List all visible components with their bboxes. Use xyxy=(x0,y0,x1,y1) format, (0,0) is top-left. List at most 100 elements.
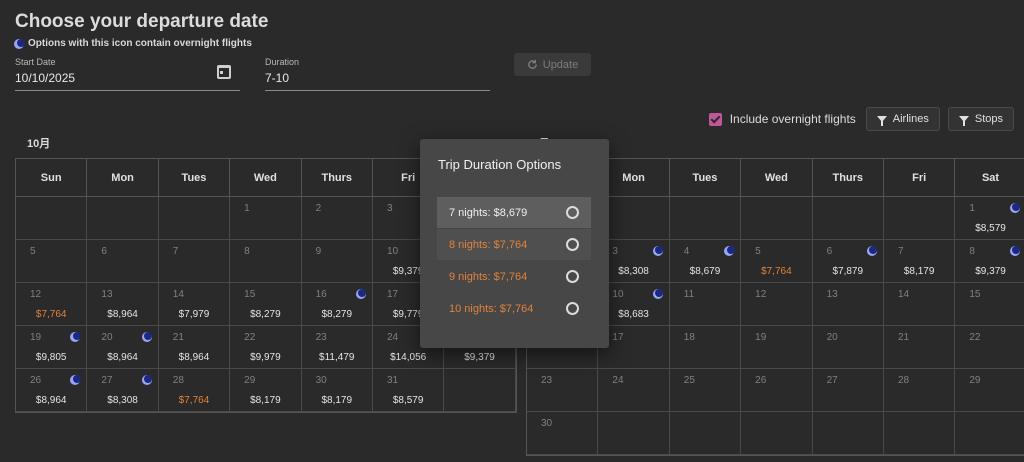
moon-icon xyxy=(141,375,153,385)
day-price: $11,479 xyxy=(319,352,355,363)
day-number: 10 xyxy=(612,289,624,300)
day-cell[interactable]: 20 xyxy=(812,326,884,369)
overnight-checkbox[interactable] xyxy=(708,112,722,126)
day-price: $8,179 xyxy=(321,395,353,406)
day-cell[interactable]: 6 xyxy=(87,240,159,283)
duration-option-label: 9 nights: $7,764 xyxy=(449,270,528,283)
day-cell[interactable]: 7 xyxy=(158,240,231,283)
day-cell[interactable]: 3 $8,308 xyxy=(598,240,670,283)
day-number: 1 xyxy=(244,203,250,214)
day-cell[interactable]: 13 xyxy=(812,283,884,326)
day-price: $9,979 xyxy=(250,352,281,363)
calendar-icon[interactable] xyxy=(217,65,231,79)
day-cell[interactable]: 31 $8,579 xyxy=(372,369,445,412)
day-number: 27 xyxy=(826,375,838,386)
moon-icon xyxy=(14,38,25,49)
day-cell xyxy=(955,412,1024,455)
day-number: 31 xyxy=(386,375,399,386)
day-cell[interactable]: 14 xyxy=(883,283,956,326)
day-cell[interactable]: 19 $9,805 xyxy=(16,326,88,369)
day-cell[interactable]: 17 xyxy=(598,326,670,369)
day-cell[interactable]: 12 xyxy=(741,283,813,326)
day-number: 5 xyxy=(30,246,36,257)
day-cell[interactable]: 19 xyxy=(741,326,813,369)
day-cell[interactable]: 6 $7,879 xyxy=(812,240,884,283)
duration-option[interactable]: 7 nights: $8,679 xyxy=(437,197,591,228)
day-number: 6 xyxy=(101,246,107,257)
start-date-label: Start Date xyxy=(15,57,56,67)
start-date-field[interactable]: Start Date 10/10/2025 xyxy=(15,57,240,91)
overnight-label[interactable]: Include overnight flights xyxy=(729,112,856,126)
day-cell[interactable]: 27 $8,308 xyxy=(87,369,159,412)
day-cell[interactable]: 29 $8,179 xyxy=(230,369,302,412)
update-button[interactable]: Update xyxy=(514,53,591,76)
weekday-header: Tues xyxy=(158,159,231,197)
day-cell[interactable]: 11 xyxy=(669,283,742,326)
day-cell[interactable]: 16 $8,279 xyxy=(301,283,373,326)
weekday-header: Wed xyxy=(741,159,813,197)
day-cell[interactable]: 5 $7,764 xyxy=(741,240,813,283)
month-label-october: 10月 xyxy=(27,138,51,150)
day-cell[interactable]: 29 xyxy=(955,369,1024,412)
day-cell[interactable]: 22 $9,979 xyxy=(230,326,302,369)
weekday-header: Sat xyxy=(955,159,1024,197)
start-date-value[interactable]: 10/10/2025 xyxy=(15,71,76,85)
day-cell[interactable]: 24 xyxy=(598,369,670,412)
day-cell[interactable]: 8 $9,379 xyxy=(955,240,1024,283)
moon-icon xyxy=(724,246,735,256)
day-cell[interactable]: 18 xyxy=(669,326,742,369)
day-cell[interactable]: 25 xyxy=(669,369,742,412)
day-cell[interactable]: 22 xyxy=(955,326,1024,369)
trip-duration-popup: Trip Duration Options 7 nights: $8,679 8 … xyxy=(420,139,609,348)
duration-option[interactable]: 9 nights: $7,764 xyxy=(437,261,591,292)
moon-icon xyxy=(141,332,153,342)
day-number: 4 xyxy=(683,246,690,257)
duration-option[interactable]: 10 nights: $7,764 xyxy=(437,293,591,324)
radio-button[interactable] xyxy=(566,206,579,219)
day-cell[interactable]: 1 xyxy=(230,197,302,240)
day-cell[interactable]: 5 xyxy=(16,240,88,283)
day-cell[interactable]: 14 $7,979 xyxy=(158,283,231,326)
radio-button[interactable] xyxy=(566,238,579,251)
radio-button[interactable] xyxy=(566,302,579,315)
day-cell[interactable]: 1 $8,579 xyxy=(955,197,1024,240)
day-price: $8,964 xyxy=(107,309,138,320)
day-number: 14 xyxy=(172,289,184,300)
day-cell[interactable]: 2 xyxy=(301,197,373,240)
day-cell xyxy=(883,412,956,455)
day-cell[interactable]: 12 $7,764 xyxy=(16,283,88,326)
duration-field[interactable]: Duration 7-10 xyxy=(265,57,490,91)
day-cell[interactable]: 21 $8,964 xyxy=(158,326,231,369)
stops-button[interactable]: Stops xyxy=(947,107,1014,131)
day-cell[interactable]: 26 xyxy=(741,369,813,412)
day-cell[interactable]: 15 xyxy=(955,283,1024,326)
day-cell[interactable]: 13 $8,964 xyxy=(87,283,159,326)
day-cell[interactable]: 7 $8,179 xyxy=(883,240,956,283)
day-cell[interactable]: 26 $8,964 xyxy=(16,369,88,412)
day-cell[interactable]: 8 xyxy=(230,240,302,283)
day-cell[interactable]: 27 xyxy=(812,369,884,412)
airlines-button[interactable]: Airlines xyxy=(865,107,940,131)
day-cell[interactable]: 21 xyxy=(883,326,956,369)
day-number: 15 xyxy=(969,289,981,300)
day-cell[interactable]: 10 $8,683 xyxy=(598,283,670,326)
day-price: $7,764 xyxy=(178,395,210,406)
duration-value[interactable]: 7-10 xyxy=(265,71,290,85)
day-cell[interactable]: 28 xyxy=(883,369,956,412)
day-price: $7,979 xyxy=(178,309,210,320)
day-cell[interactable]: 23 xyxy=(527,369,599,412)
day-cell[interactable]: 20 $8,964 xyxy=(87,326,159,369)
duration-option[interactable]: 8 nights: $7,764 xyxy=(437,229,591,260)
radio-button[interactable] xyxy=(566,270,579,283)
day-cell[interactable]: 30 xyxy=(527,412,599,455)
day-cell xyxy=(444,369,516,412)
day-cell[interactable]: 28 $7,764 xyxy=(158,369,231,412)
day-cell[interactable]: 15 $8,279 xyxy=(230,283,302,326)
day-cell[interactable]: 23 $11,479 xyxy=(301,326,373,369)
day-cell[interactable]: 9 xyxy=(301,240,373,283)
weekday-header: Wed xyxy=(230,159,302,197)
day-cell[interactable]: 30 $8,179 xyxy=(301,369,373,412)
weekday-header: Thurs xyxy=(301,159,373,197)
day-number: 24 xyxy=(386,332,399,343)
day-cell[interactable]: 4 $8,679 xyxy=(669,240,742,283)
